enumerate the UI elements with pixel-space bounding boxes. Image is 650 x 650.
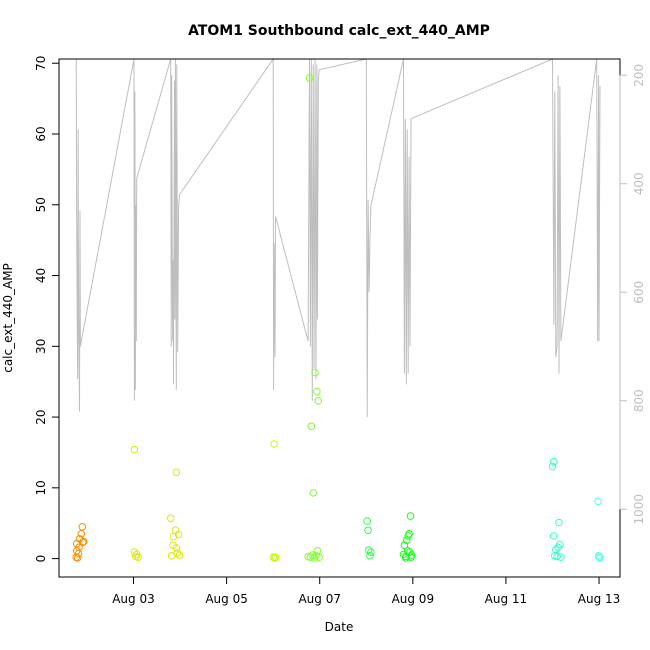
y-tick-label-3: 30 [34, 339, 48, 354]
data-point-38 [313, 387, 321, 396]
plot-frame [58, 58, 621, 578]
data-point-29 [271, 553, 280, 562]
x-tick-label-5: Aug 13 [578, 592, 621, 606]
data-point-49 [400, 541, 409, 550]
y-tick-label-0: 0 [34, 555, 48, 563]
data-point-54 [405, 530, 413, 538]
y-tick-label-1: 10 [34, 480, 48, 495]
data-point-21 [172, 468, 181, 477]
data-point-59 [402, 554, 410, 562]
data-point-62 [549, 532, 558, 540]
data-point-25 [175, 551, 184, 559]
data-point-24 [174, 530, 183, 539]
data-point-52 [403, 547, 412, 555]
data-point-45 [364, 546, 373, 554]
data-point-22 [172, 544, 181, 552]
data-point-70 [594, 497, 602, 506]
data-point-28 [270, 554, 279, 562]
data-point-30 [305, 74, 314, 82]
data-point-32 [307, 422, 316, 431]
data-point-73 [596, 554, 604, 562]
data-point-64 [552, 545, 560, 554]
y-axis: 0 10 20 30 40 50 60 70 [34, 56, 60, 563]
data-point-15 [134, 553, 142, 562]
x-tick-label-2: Aug 07 [298, 592, 341, 606]
y-tick-label-4: 40 [34, 268, 48, 283]
x-tick-label-4: Aug 11 [485, 592, 528, 606]
data-point-69 [557, 553, 565, 562]
y-axis-label: calc_ext_440_AMP [1, 263, 15, 373]
y2-tick-label-2: 600 [632, 281, 646, 304]
data-point-47 [367, 548, 375, 557]
secondary-series-layer [75, 57, 601, 418]
data-point-72 [595, 553, 603, 562]
y-tick-label-6: 60 [34, 126, 48, 141]
y-tick-label-2: 20 [34, 409, 48, 424]
data-point-60 [548, 462, 557, 471]
data-point-3 [73, 554, 82, 562]
data-point-23 [173, 549, 182, 557]
data-point-7 [77, 530, 86, 538]
data-point-36 [311, 368, 319, 377]
data-point-27 [270, 440, 278, 448]
chart-title: ATOM1 Southbound calc_ext_440_AMP [188, 23, 490, 39]
points-layer [72, 74, 604, 562]
x-tick-label-1: Aug 05 [205, 592, 248, 606]
data-point-42 [304, 552, 312, 561]
data-point-51 [403, 536, 411, 545]
y-tick-label-7: 70 [34, 56, 48, 71]
x-tick-label-3: Aug 09 [392, 592, 435, 606]
data-point-46 [366, 552, 374, 560]
data-point-40 [314, 397, 323, 405]
data-point-5 [75, 543, 83, 552]
y2-tick-label-3: 800 [632, 389, 646, 412]
x-axis: Aug 03 Aug 05 Aug 07 Aug 09 Aug 11 Aug 13 [112, 576, 621, 606]
data-point-61 [550, 457, 558, 466]
data-point-68 [556, 540, 564, 549]
y2-tick-label-4: 1000 [632, 494, 646, 525]
secondary-y-axis: 200 400 600 800 1000 [619, 64, 646, 525]
y2-tick-label-1: 400 [632, 172, 646, 195]
data-point-65 [553, 552, 561, 561]
data-point-12 [130, 548, 139, 557]
data-point-9 [78, 538, 87, 547]
y2-tick-label-0: 200 [632, 64, 646, 87]
data-point-8 [78, 523, 87, 531]
x-axis-label: Date [325, 620, 354, 634]
data-point-56 [406, 512, 415, 520]
data-point-41 [315, 553, 324, 562]
data-point-34 [309, 489, 318, 497]
secondary-series-line [75, 57, 601, 418]
data-point-11 [130, 445, 139, 454]
data-point-67 [555, 518, 563, 527]
data-point-16 [166, 514, 175, 523]
data-point-44 [364, 526, 372, 535]
data-point-10 [79, 537, 88, 546]
x-tick-label-0: Aug 03 [112, 592, 155, 606]
data-point-43 [363, 517, 372, 525]
y-tick-label-5: 50 [34, 197, 48, 212]
